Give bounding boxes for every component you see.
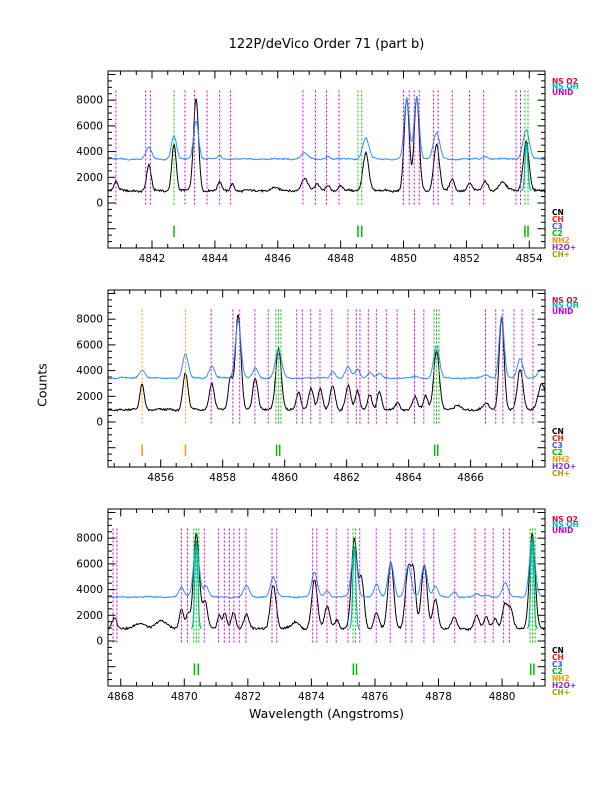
legend-species-c3: C3 xyxy=(552,222,563,231)
svg-text:4866: 4866 xyxy=(457,472,484,484)
svg-text:4872: 4872 xyxy=(234,691,261,703)
legend-species-ch-: CH+ xyxy=(552,250,571,259)
svg-text:4860: 4860 xyxy=(271,472,298,484)
legend-ns-o2: NS O2 xyxy=(552,514,578,524)
svg-text:4880: 4880 xyxy=(489,691,516,703)
svg-text:4874: 4874 xyxy=(298,691,325,703)
legend-ns-oh: NS OH xyxy=(552,301,579,310)
legend-unid: UNID xyxy=(552,306,574,316)
svg-text:0: 0 xyxy=(96,417,103,429)
legend-species-ch-: CH+ xyxy=(552,688,571,697)
legend-species-h2o-: H2O+ xyxy=(552,681,577,690)
svg-text:4844: 4844 xyxy=(202,253,229,265)
legend-species-ch: CH xyxy=(552,434,564,443)
svg-text:4000: 4000 xyxy=(76,365,103,377)
legend-species-h2o-: H2O+ xyxy=(552,462,577,471)
legend-unid: UNID xyxy=(552,87,574,97)
svg-text:8000: 8000 xyxy=(76,314,103,326)
svg-text:8000: 8000 xyxy=(76,95,103,107)
legend-species-nh2: NH2 xyxy=(552,455,570,464)
legend-species-c2: C2 xyxy=(552,229,563,238)
svg-text:4852: 4852 xyxy=(453,253,480,265)
svg-text:6000: 6000 xyxy=(76,120,103,132)
legend-species-ch-: CH+ xyxy=(552,469,571,478)
svg-text:4850: 4850 xyxy=(390,253,417,265)
legend-ns-oh: NS OH xyxy=(552,520,579,529)
legend-species-c3: C3 xyxy=(552,441,563,450)
legend-species-ch: CH xyxy=(552,653,564,662)
svg-text:4864: 4864 xyxy=(395,472,422,484)
svg-text:4000: 4000 xyxy=(76,584,103,596)
svg-text:8000: 8000 xyxy=(76,533,103,545)
svg-text:6000: 6000 xyxy=(76,558,103,570)
plot-title: 122P/deVico Order 71 (part b) xyxy=(228,37,425,52)
legend-unid: UNID xyxy=(552,525,574,535)
svg-text:4870: 4870 xyxy=(171,691,198,703)
svg-text:2000: 2000 xyxy=(76,610,103,622)
svg-text:4848: 4848 xyxy=(327,253,354,265)
svg-text:4842: 4842 xyxy=(139,253,166,265)
legend-ns-o2: NS O2 xyxy=(552,76,578,86)
legend-species-c2: C2 xyxy=(552,448,563,457)
legend-species-c2: C2 xyxy=(552,667,563,676)
svg-text:4854: 4854 xyxy=(516,253,543,265)
legend-species-h2o-: H2O+ xyxy=(552,243,577,252)
legend-species-c3: C3 xyxy=(552,660,563,669)
svg-text:4856: 4856 xyxy=(147,472,174,484)
svg-text:4868: 4868 xyxy=(107,691,134,703)
svg-text:4858: 4858 xyxy=(209,472,236,484)
svg-text:0: 0 xyxy=(96,636,103,648)
x-axis-label: Wavelength (Angstroms) xyxy=(249,706,404,721)
legend-ns-o2: NS O2 xyxy=(552,295,578,305)
svg-text:2000: 2000 xyxy=(76,391,103,403)
legend-species-cn: CN xyxy=(552,208,564,217)
legend-species-nh2: NH2 xyxy=(552,674,570,683)
legend-species-ch: CH xyxy=(552,215,564,224)
svg-text:4000: 4000 xyxy=(76,146,103,158)
svg-text:4846: 4846 xyxy=(264,253,291,265)
legend-species-cn: CN xyxy=(552,646,564,655)
legend-species-cn: CN xyxy=(552,427,564,436)
legend-ns-oh: NS OH xyxy=(552,82,579,91)
svg-text:4862: 4862 xyxy=(333,472,360,484)
svg-text:6000: 6000 xyxy=(76,339,103,351)
svg-text:4878: 4878 xyxy=(425,691,452,703)
svg-text:2000: 2000 xyxy=(76,172,103,184)
svg-text:4876: 4876 xyxy=(362,691,389,703)
svg-text:0: 0 xyxy=(96,198,103,210)
legend-species-nh2: NH2 xyxy=(552,236,570,245)
